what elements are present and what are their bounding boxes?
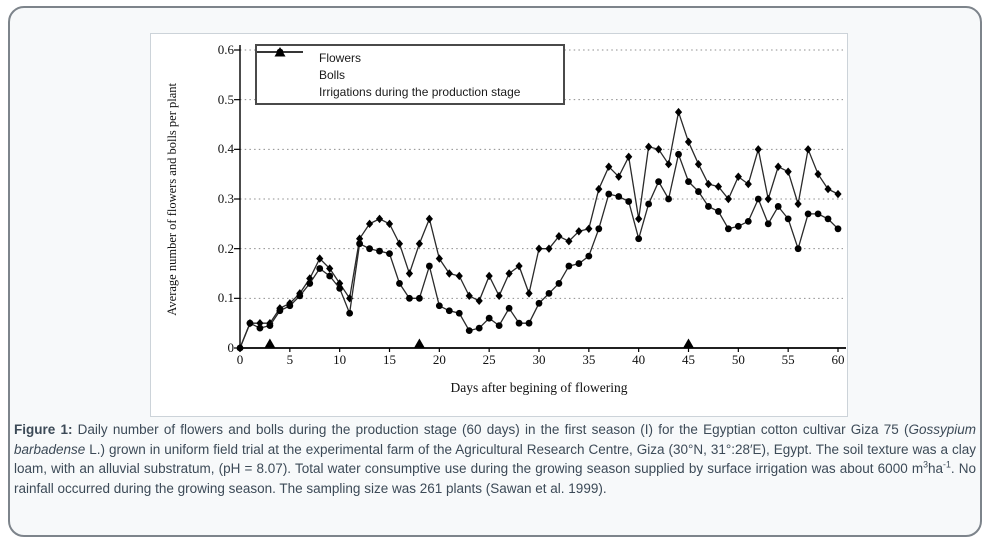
caption-segment: Daily number of flowers and bolls during… <box>72 422 909 437</box>
x-tick-label: 40 <box>632 352 646 367</box>
x-tick-label: 50 <box>731 352 745 367</box>
chart-svg <box>234 45 846 353</box>
x-tick-label: 5 <box>286 352 294 367</box>
chart-legend: Flowers Bolls Irrigations during the produ… <box>255 44 565 105</box>
legend-label: Bolls <box>319 67 346 82</box>
x-axis-title: Days after begining of flowering <box>450 380 628 395</box>
caption-segment: . No rainfall occurred during the growin… <box>14 461 976 496</box>
x-tick-label: 55 <box>781 352 795 367</box>
y-tick-label: 0.5 <box>217 91 234 107</box>
y-axis-title: Average number of flowers and bolls per … <box>163 50 181 348</box>
x-tick-label: 0 <box>236 352 244 367</box>
caption-segment: Figure 1: <box>14 422 73 437</box>
chart-panel: Flowers Bolls Irrigations during the produ… <box>150 33 848 417</box>
x-tick-label: 35 <box>582 352 596 367</box>
x-tick-label: 25 <box>482 352 496 367</box>
y-tick-label: 0.6 <box>217 42 234 57</box>
y-tick-label: 0.1 <box>217 290 234 306</box>
legend-row: Bolls <box>257 48 563 83</box>
x-tick-label: 10 <box>333 352 347 367</box>
x-tick-label: 15 <box>383 352 396 367</box>
caption-segment: 3 <box>923 459 928 470</box>
triangle-marker-icon <box>257 47 311 98</box>
y-tick-label: 0.3 <box>217 191 234 206</box>
caption-segment: L.) grown in uniform field trial at the … <box>14 441 976 477</box>
caption-segment: Gossypium barbadense <box>14 422 976 457</box>
legend-label: Irrigations during the production stage <box>319 84 521 99</box>
legend-row: Irrigations during the production stage <box>257 47 563 100</box>
x-tick-label: 60 <box>831 352 845 367</box>
circle-marker-icon <box>257 48 311 81</box>
figure-caption: Figure 1: Daily number of flowers and bo… <box>14 420 976 498</box>
legend-row: Flowers <box>257 47 563 66</box>
caption-segment: ha <box>928 461 944 476</box>
x-tick-label: 45 <box>682 352 695 367</box>
y-tick-label: 0.4 <box>217 141 234 157</box>
caption-segment: -1 <box>943 459 951 470</box>
legend-label: Flowers <box>319 50 362 65</box>
y-axis-title-text: Average number of flowers and bolls per … <box>164 82 179 316</box>
figure-frame: Flowers Bolls Irrigations during the produ… <box>8 6 982 537</box>
y-tick-label: 0 <box>227 340 235 355</box>
x-tick-label: 30 <box>532 352 546 367</box>
y-tick-label: 0.2 <box>217 240 234 256</box>
x-tick-label: 20 <box>432 352 446 367</box>
